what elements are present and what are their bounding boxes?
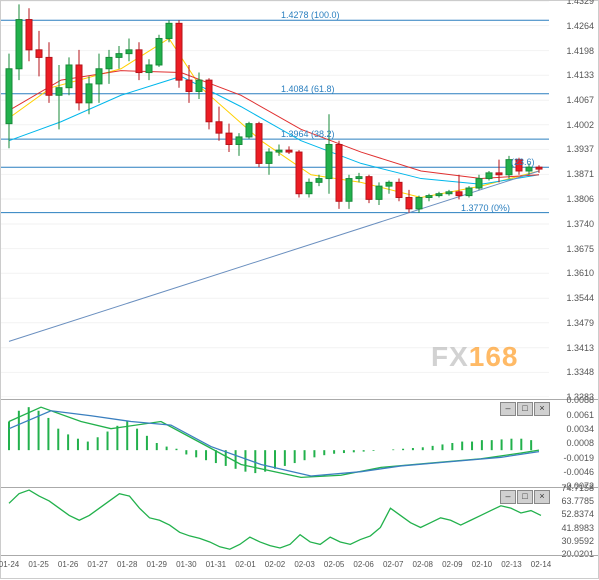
price-svg <box>1 1 549 397</box>
macd-y-tick: 0.0061 <box>566 410 594 420</box>
price-y-tick: 1.3413 <box>566 343 594 353</box>
chart-container: 1.4329 1.4264 1.4198 1.4133 1.4067 1.4002 1.39… <box>0 0 599 579</box>
x-tick: 02-05 <box>324 560 344 569</box>
x-tick: 02-14 <box>531 560 551 569</box>
x-tick: 01-27 <box>87 560 107 569</box>
x-tick: 01-28 <box>117 560 137 569</box>
price-y-tick: 1.3479 <box>566 318 594 328</box>
fib-label: 1.4084 (61.8) <box>281 84 335 94</box>
macd-panel: – □ × 0.00880.00610.00340.0008-0.0019-0.… <box>1 399 598 485</box>
price-y-tick: 1.3675 <box>566 244 594 254</box>
price-y-tick: 1.3610 <box>566 268 594 278</box>
x-tick: 02-07 <box>383 560 403 569</box>
price-y-tick: 1.3806 <box>566 194 594 204</box>
price-y-tick: 1.3348 <box>566 367 594 377</box>
price-y-tick: 1.3740 <box>566 219 594 229</box>
x-axis: 01-24 01-25 01-26 01-27 01-28 01-29 01-30 01-31… <box>1 555 598 580</box>
price-y-tick: 1.3937 <box>566 144 594 154</box>
x-tick: 02-06 <box>353 560 373 569</box>
watermark-fx: FX <box>431 341 469 372</box>
macd-y-tick: 0.0008 <box>566 438 594 448</box>
rsi-y-tick: 41.8983 <box>561 523 594 533</box>
rsi-svg <box>1 488 549 554</box>
price-y-axis: 1.4329 1.4264 1.4198 1.4133 1.4067 1.4002 1.39… <box>548 1 596 397</box>
price-panel: 1.4329 1.4264 1.4198 1.4133 1.4067 1.4002 1.39… <box>1 1 598 397</box>
watermark: FX168 <box>431 341 519 373</box>
price-y-tick: 1.4264 <box>566 21 594 31</box>
macd-y-tick: 0.0088 <box>566 395 594 405</box>
x-tick: 01-30 <box>176 560 196 569</box>
x-tick: 02-08 <box>413 560 433 569</box>
x-tick: 01-25 <box>28 560 48 569</box>
fib-label: (23.6) <box>511 157 535 167</box>
price-y-tick: 1.4329 <box>566 0 594 6</box>
macd-svg <box>1 400 549 486</box>
rsi-y-tick: 30.9592 <box>561 536 594 546</box>
price-y-tick: 1.3871 <box>566 169 594 179</box>
macd-y-tick: 0.0034 <box>566 424 594 434</box>
x-tick: 01-26 <box>58 560 78 569</box>
rsi-y-tick: 52.8374 <box>561 509 594 519</box>
macd-y-tick: -0.0019 <box>563 453 594 463</box>
rsi-y-tick: 74.7158 <box>561 483 594 493</box>
price-y-tick: 1.4198 <box>566 46 594 56</box>
x-tick: 01-24 <box>0 560 19 569</box>
rsi-y-tick: 63.7785 <box>561 496 594 506</box>
macd-y-axis: 0.00880.00610.00340.0008-0.0019-0.0046-0… <box>548 400 596 485</box>
x-tick: 02-13 <box>501 560 521 569</box>
fib-label: 1.3964 (38.2) <box>281 129 335 139</box>
price-y-tick: 1.4002 <box>566 120 594 130</box>
watermark-168: 168 <box>469 341 519 372</box>
rsi-y-axis: 74.715863.778552.837441.898330.959220.02… <box>548 488 596 553</box>
x-tick: 02-02 <box>265 560 285 569</box>
x-tick: 02-03 <box>294 560 314 569</box>
x-tick: 01-31 <box>206 560 226 569</box>
x-tick: 02-01 <box>235 560 255 569</box>
macd-y-tick: -0.0046 <box>563 467 594 477</box>
price-y-tick: 1.4133 <box>566 70 594 80</box>
x-tick: 01-29 <box>147 560 167 569</box>
fib-label: 1.4278 (100.0) <box>281 10 340 20</box>
fib-label: 1.3770 (0%) <box>461 203 510 213</box>
price-y-tick: 1.4067 <box>566 95 594 105</box>
x-tick: 02-10 <box>472 560 492 569</box>
price-y-tick: 1.3544 <box>566 293 594 303</box>
x-tick: 02-09 <box>442 560 462 569</box>
rsi-panel: – □ × 74.715863.778552.837441.898330.959… <box>1 487 598 553</box>
